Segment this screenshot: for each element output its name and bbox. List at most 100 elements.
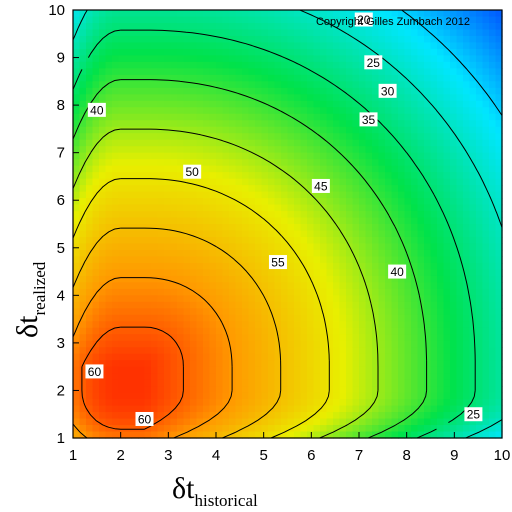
heat-cell	[281, 35, 289, 44]
heat-cell	[73, 178, 81, 186]
heat-cell	[190, 334, 198, 342]
heat-cell	[456, 392, 464, 400]
heat-cell	[482, 224, 490, 232]
heat-cell	[339, 74, 347, 82]
heat-cell	[183, 152, 191, 160]
heat-cell	[92, 256, 100, 264]
heat-cell	[287, 412, 295, 420]
heat-cell	[248, 35, 256, 44]
heat-cell	[287, 262, 295, 270]
heat-cell	[430, 360, 438, 368]
heat-cell	[248, 22, 256, 31]
heat-cell	[294, 113, 302, 121]
heat-cell	[489, 126, 497, 134]
heat-cell	[248, 386, 256, 394]
heat-cell	[125, 230, 133, 238]
heat-cell	[359, 204, 367, 212]
heat-cell	[300, 308, 308, 316]
heat-cell	[79, 288, 87, 296]
heat-cell	[281, 61, 289, 69]
heat-cell	[489, 146, 497, 154]
contour-label-text: 20	[357, 13, 371, 27]
heat-cell	[183, 133, 191, 141]
heat-cell	[229, 321, 237, 329]
heat-cell	[105, 48, 113, 56]
heat-cell	[164, 61, 172, 69]
heat-cell	[216, 139, 224, 147]
heat-cell	[274, 236, 282, 245]
heat-cell	[456, 185, 464, 193]
heat-cell	[437, 48, 445, 56]
heat-cell	[404, 431, 412, 439]
heat-cell	[424, 120, 432, 128]
heat-cell	[313, 275, 321, 283]
heat-cell	[261, 256, 269, 264]
heat-cell	[86, 321, 94, 329]
heat-cell	[372, 16, 380, 24]
heat-cell	[177, 61, 185, 69]
heat-cell	[248, 282, 256, 290]
heat-cell	[469, 35, 477, 44]
heat-cell	[294, 262, 302, 270]
heat-cell	[281, 217, 289, 225]
heat-cell	[222, 412, 230, 420]
heat-cell	[294, 211, 302, 219]
heat-cell	[118, 81, 126, 89]
heat-cell	[333, 425, 341, 433]
heat-cell	[391, 48, 399, 56]
heat-cell	[86, 314, 94, 322]
heat-cell	[131, 275, 139, 283]
heat-cell	[216, 74, 224, 82]
heat-cell	[79, 373, 87, 381]
heat-cell	[424, 379, 432, 387]
heat-cell	[482, 107, 490, 115]
heat-cell	[125, 269, 133, 277]
heat-cell	[346, 81, 354, 89]
heat-cell	[417, 159, 425, 167]
heat-cell	[456, 146, 464, 154]
heat-cell	[495, 288, 503, 296]
heat-cell	[489, 321, 497, 329]
heat-cell	[339, 16, 347, 24]
heat-cell	[125, 327, 133, 335]
heat-cell	[157, 211, 165, 219]
heat-cell	[216, 133, 224, 141]
heat-cell	[326, 113, 334, 121]
heat-cell	[99, 230, 107, 238]
heat-cell	[86, 405, 94, 413]
heat-cell	[450, 249, 458, 258]
heat-cell	[417, 431, 425, 439]
heat-cell	[385, 288, 393, 296]
heat-cell	[495, 133, 503, 141]
heat-cell	[300, 288, 308, 296]
heat-cell	[196, 249, 204, 258]
heat-cell	[320, 100, 328, 108]
heat-cell	[105, 373, 113, 381]
heat-cell	[456, 48, 464, 56]
heat-cell	[112, 204, 120, 212]
heat-cell	[326, 360, 334, 368]
heat-cell	[177, 22, 185, 31]
heat-cell	[255, 22, 263, 31]
heat-cell	[281, 379, 289, 387]
heat-cell	[222, 68, 230, 76]
heat-cell	[242, 392, 250, 400]
heat-cell	[391, 204, 399, 212]
heat-cell	[482, 146, 490, 154]
heat-cell	[274, 288, 282, 296]
heat-cell	[235, 107, 243, 115]
heat-cell	[209, 159, 217, 167]
heat-cell	[469, 126, 477, 134]
heat-cell	[235, 243, 243, 251]
heat-cell	[131, 412, 139, 420]
heat-cell	[300, 87, 308, 95]
heat-cell	[235, 418, 243, 426]
heat-cell	[92, 353, 100, 361]
heat-cell	[235, 353, 243, 361]
heat-cell	[346, 405, 354, 413]
heat-cell	[196, 282, 204, 290]
heat-cell	[482, 120, 490, 128]
heat-cell	[105, 269, 113, 277]
heat-cell	[131, 107, 139, 115]
heat-cell	[476, 100, 484, 108]
